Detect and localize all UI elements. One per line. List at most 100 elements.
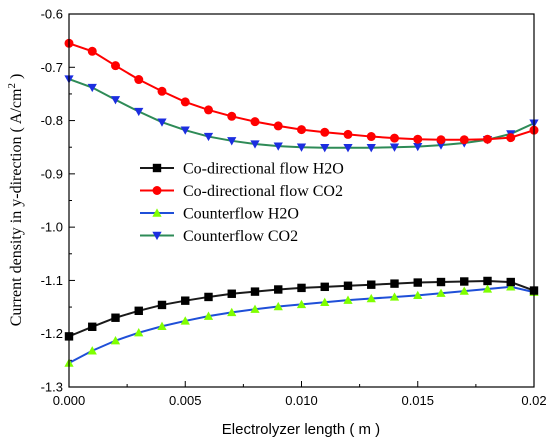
data-point bbox=[483, 134, 492, 144]
y-tick-label: -1.3 bbox=[41, 380, 63, 395]
data-point bbox=[366, 293, 376, 303]
data-point bbox=[413, 142, 423, 152]
data-point bbox=[134, 306, 143, 316]
data-point bbox=[134, 75, 144, 85]
data-point bbox=[227, 111, 237, 121]
legend-entry: Co-directional flow CO2 bbox=[140, 183, 343, 200]
data-point bbox=[180, 97, 190, 107]
data-point bbox=[157, 118, 167, 127]
legend-label: Co-directional flow CO2 bbox=[183, 183, 343, 200]
y-axis-title-end: ) bbox=[8, 74, 25, 83]
series-layer bbox=[64, 38, 539, 367]
data-point bbox=[343, 295, 353, 304]
data-point bbox=[203, 311, 214, 320]
data-point bbox=[157, 321, 167, 330]
series-co-directional-flow-co2 bbox=[64, 38, 539, 145]
data-point bbox=[250, 117, 260, 127]
data-point bbox=[227, 307, 237, 317]
data-point bbox=[297, 125, 306, 135]
data-point bbox=[250, 287, 260, 296]
legend-entry: Counterflow CO2 bbox=[140, 228, 298, 245]
legend-marker bbox=[152, 163, 162, 173]
data-point bbox=[180, 126, 190, 135]
legend-entry: Co-directional flow H2O bbox=[140, 161, 344, 178]
data-point bbox=[87, 46, 97, 56]
data-point bbox=[390, 133, 399, 143]
data-point bbox=[157, 300, 167, 310]
plot-frame bbox=[68, 13, 535, 388]
data-point bbox=[204, 105, 213, 115]
data-point bbox=[273, 142, 283, 151]
data-point bbox=[390, 279, 399, 288]
data-point bbox=[320, 297, 330, 306]
series-counterflow-h2o bbox=[64, 282, 539, 367]
data-point bbox=[436, 277, 446, 287]
legend: Co-directional flow H2O Co-directional fl… bbox=[140, 161, 344, 245]
y-tick-label: -1.1 bbox=[41, 273, 63, 288]
data-point bbox=[273, 301, 283, 311]
x-tick-label: 0.015 bbox=[401, 393, 434, 408]
data-point bbox=[389, 292, 400, 301]
data-point bbox=[250, 140, 260, 149]
data-point bbox=[88, 322, 97, 331]
data-point bbox=[343, 129, 353, 139]
data-point bbox=[366, 132, 376, 142]
data-point bbox=[134, 328, 144, 337]
y-tick-label: -0.9 bbox=[41, 166, 63, 181]
data-point bbox=[250, 304, 260, 313]
data-point bbox=[111, 313, 120, 322]
data-point bbox=[506, 133, 516, 143]
data-point bbox=[110, 336, 121, 345]
data-point bbox=[506, 277, 515, 287]
data-point bbox=[203, 132, 214, 142]
x-tick-label: 0.010 bbox=[285, 393, 318, 408]
x-axis-title: Electrolyzer length ( m ) bbox=[222, 421, 380, 438]
data-point bbox=[459, 286, 469, 295]
data-point bbox=[320, 127, 330, 137]
data-point bbox=[413, 134, 423, 144]
axis-ticks: 0.000 0.005 0.010 0.015 0.02 -1.3 -1.2 -1.1 -1.0… bbox=[41, 7, 547, 409]
data-point bbox=[413, 278, 422, 287]
data-point bbox=[343, 144, 353, 153]
x-tick-label: 0.000 bbox=[53, 393, 86, 408]
legend-label: Counterflow CO2 bbox=[183, 228, 298, 245]
legend-label: Counterflow H2O bbox=[183, 206, 299, 223]
x-tick-label: 0.02 bbox=[521, 393, 546, 408]
y-axis-title-main: Current density in y-direction ( A/cm bbox=[8, 88, 25, 326]
data-point bbox=[483, 276, 492, 286]
data-point bbox=[296, 299, 307, 309]
y-tick-label: -0.7 bbox=[41, 60, 63, 75]
legend-label: Co-directional flow H2O bbox=[183, 161, 344, 178]
data-point bbox=[87, 346, 97, 355]
data-point bbox=[459, 135, 469, 145]
data-point bbox=[227, 289, 236, 298]
data-point bbox=[320, 282, 329, 292]
data-point bbox=[343, 281, 353, 290]
y-tick-label: -0.8 bbox=[41, 113, 63, 128]
data-point bbox=[506, 282, 516, 291]
data-point bbox=[413, 290, 423, 300]
data-point bbox=[320, 144, 330, 153]
data-point bbox=[87, 83, 97, 93]
data-point bbox=[297, 283, 306, 293]
y-axis-title: Current density in y-direction ( A/cm2 ) bbox=[6, 74, 25, 327]
series-co-directional-flow-h2o bbox=[64, 276, 539, 341]
y-tick-label: -1.2 bbox=[41, 326, 63, 341]
data-point bbox=[482, 284, 493, 293]
data-point bbox=[111, 61, 120, 71]
data-point bbox=[460, 277, 469, 286]
data-point bbox=[389, 143, 400, 152]
data-point bbox=[204, 292, 213, 302]
x-tick-label: 0.005 bbox=[169, 393, 202, 408]
y-tick-label: -1.0 bbox=[41, 220, 63, 235]
data-point bbox=[296, 143, 307, 152]
data-point bbox=[157, 86, 167, 96]
data-point bbox=[134, 107, 144, 117]
data-point bbox=[274, 285, 283, 294]
data-point bbox=[227, 137, 237, 146]
data-point bbox=[110, 96, 121, 105]
y-tick-label: -0.6 bbox=[41, 7, 63, 22]
data-point bbox=[180, 316, 190, 325]
